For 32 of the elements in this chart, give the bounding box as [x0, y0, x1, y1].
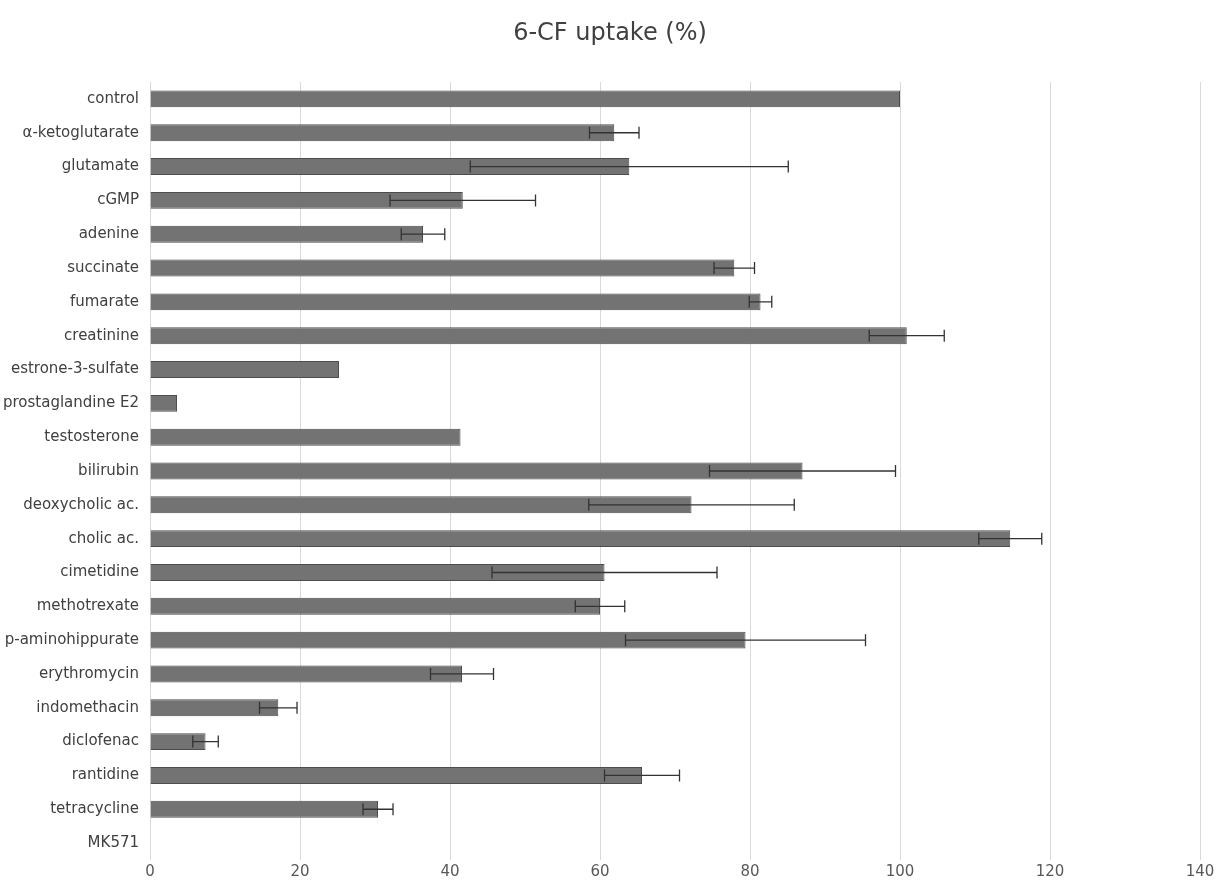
y-tick-label: creatinine	[64, 325, 140, 344]
y-tick-label: testosterone	[44, 427, 140, 446]
x-tick-label: 100	[885, 861, 915, 880]
y-tick-label: bilirubin	[78, 460, 140, 479]
y-tick-label: deoxycholic ac.	[23, 494, 140, 513]
y-tick-label: indomethacin	[36, 697, 140, 716]
y-tick-label: α-ketoglutarate	[22, 122, 140, 141]
y-tick-label: diclofenac	[62, 731, 140, 750]
x-tick-label: 140	[1185, 861, 1215, 880]
y-tick-label: prostaglandine E2	[2, 393, 140, 412]
y-tick-label: tetracycline	[50, 799, 140, 818]
y-tick-label: cGMP	[97, 190, 140, 209]
y-tick-label: cholic ac.	[68, 528, 140, 547]
y-tick-label: p-aminohippurate	[4, 630, 140, 649]
y-tick-label: estrone-3-sulfate	[10, 359, 140, 378]
y-tick-label: succinate	[67, 257, 140, 276]
y-tick-label: glutamate	[61, 156, 140, 175]
y-tick-label: adenine	[78, 224, 140, 243]
x-tick-label: 40	[440, 861, 460, 880]
y-tick-label: cimetidine	[60, 562, 140, 581]
x-tick-label: 80	[740, 861, 760, 880]
y-tick-label: fumarate	[69, 291, 140, 310]
y-tick-label: rantidine	[71, 765, 140, 784]
x-tick-label: 0	[145, 861, 155, 880]
y-tick-label: methotrexate	[36, 596, 140, 615]
y-tick-label: control	[87, 88, 140, 107]
x-tick-label: 60	[590, 861, 610, 880]
y-tick-label: erythromycin	[38, 663, 140, 682]
x-tick-label: 120	[1035, 861, 1065, 880]
chart-title: 6-CF uptake (%)	[512, 18, 708, 46]
x-tick-label: 20	[290, 861, 310, 880]
y-tick-label: MK571	[87, 832, 140, 851]
